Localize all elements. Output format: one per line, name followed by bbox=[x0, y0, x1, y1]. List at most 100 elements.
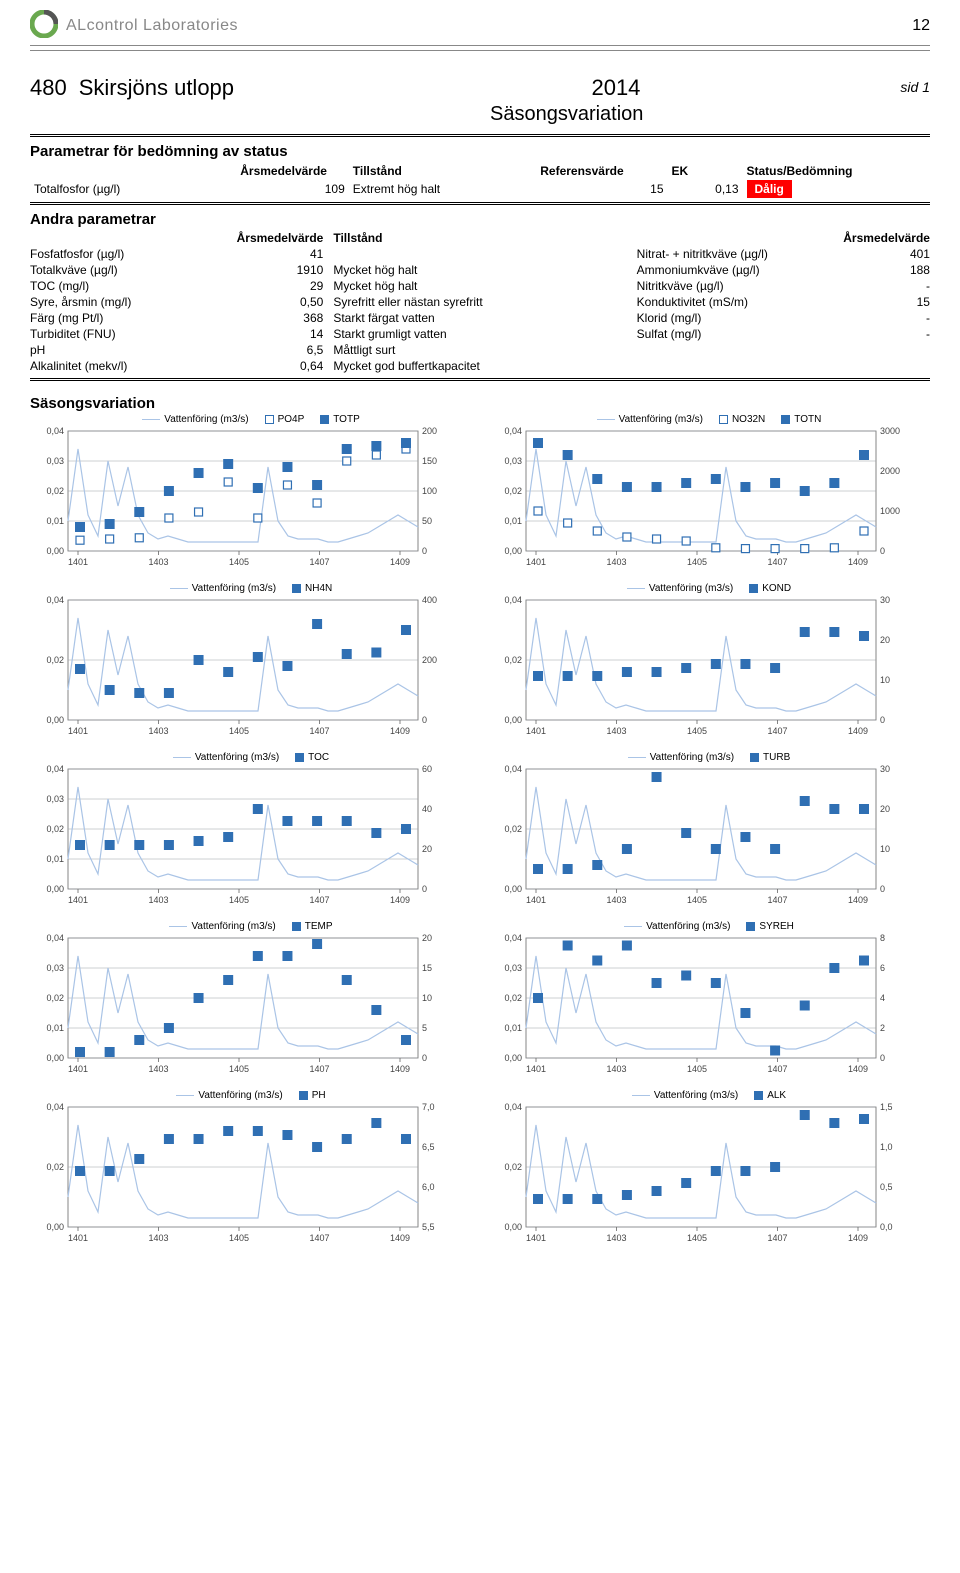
charts-title: Säsongsvariation bbox=[30, 395, 930, 412]
svg-text:1409: 1409 bbox=[390, 1233, 410, 1243]
station-name: Skirsjöns utlopp bbox=[79, 75, 234, 101]
col-arsmedel: Årsmedelvärde bbox=[236, 162, 349, 180]
svg-text:1409: 1409 bbox=[848, 557, 868, 567]
param-val: 15 bbox=[917, 295, 930, 309]
table-row: Fosfatfosfor (µg/l)41 bbox=[30, 246, 323, 262]
svg-text:2: 2 bbox=[880, 1023, 885, 1033]
svg-text:1403: 1403 bbox=[606, 557, 626, 567]
chart-svg: 0,000,020,04010203014011403140514071409 bbox=[488, 596, 908, 746]
svg-text:1405: 1405 bbox=[229, 895, 249, 905]
param-label: Nitrat- + nitritkväve (µg/l) bbox=[637, 247, 768, 261]
param-tillstand bbox=[333, 247, 336, 261]
chart-svg: 0,000,010,020,030,0402468140114031405140… bbox=[488, 934, 908, 1084]
svg-text:0,04: 0,04 bbox=[46, 427, 64, 436]
svg-text:0,00: 0,00 bbox=[46, 884, 64, 894]
table-row: Mycket hög halt bbox=[333, 262, 626, 278]
svg-text:0,00: 0,00 bbox=[46, 1222, 64, 1232]
svg-text:1407: 1407 bbox=[309, 557, 329, 567]
table-row bbox=[333, 246, 626, 262]
chart: Vattenföring (m3/s)TOC0,000,010,020,030,… bbox=[30, 752, 472, 915]
svg-text:1000: 1000 bbox=[880, 506, 900, 516]
svg-text:200: 200 bbox=[422, 427, 437, 436]
param-tillstand: Syrefritt eller nästan syrefritt bbox=[333, 295, 482, 309]
chart: Vattenföring (m3/s)ALK0,000,020,040,00,5… bbox=[488, 1090, 930, 1253]
param-tillstand: Mycket hög halt bbox=[333, 279, 417, 293]
param-label: Turbiditet (FNU) bbox=[30, 327, 116, 341]
svg-text:0,04: 0,04 bbox=[46, 934, 64, 943]
param-label: Alkalinitet (mekv/l) bbox=[30, 359, 127, 373]
mid-col-header: Tillstånd bbox=[333, 231, 382, 245]
table-row: Klorid (mg/l)- bbox=[637, 310, 930, 326]
param-tillstand: Måttligt surt bbox=[333, 343, 395, 357]
svg-text:1401: 1401 bbox=[526, 1233, 546, 1243]
chart-legend: Vattenföring (m3/s)SYREH bbox=[488, 921, 930, 932]
svg-text:0,02: 0,02 bbox=[46, 993, 64, 1003]
legend-item: Vattenföring (m3/s) bbox=[142, 414, 248, 425]
legend-item: Vattenföring (m3/s) bbox=[627, 583, 733, 594]
param-status: Dålig bbox=[743, 180, 931, 198]
table-row: Ammoniumkväve (µg/l)188 bbox=[637, 262, 930, 278]
svg-text:1405: 1405 bbox=[229, 1233, 249, 1243]
param-val: - bbox=[926, 279, 930, 293]
legend-item: Vattenföring (m3/s) bbox=[169, 921, 275, 932]
param-label: Nitritkväve (µg/l) bbox=[637, 279, 724, 293]
svg-text:1405: 1405 bbox=[687, 557, 707, 567]
params-table: Årsmedelvärde Tillstånd Referensvärde EK… bbox=[30, 162, 930, 198]
param-label: pH bbox=[30, 343, 45, 357]
legend-item: TOC bbox=[295, 752, 329, 763]
page-number: 12 bbox=[912, 17, 930, 35]
legend-item: Vattenföring (m3/s) bbox=[632, 1090, 738, 1101]
station-code: 480 bbox=[30, 75, 67, 101]
svg-text:1409: 1409 bbox=[390, 726, 410, 736]
svg-text:1405: 1405 bbox=[229, 1064, 249, 1074]
svg-text:20: 20 bbox=[880, 804, 890, 814]
svg-text:1403: 1403 bbox=[148, 1233, 168, 1243]
table-row: Turbiditet (FNU)14 bbox=[30, 326, 323, 342]
double-rule bbox=[30, 378, 930, 381]
svg-text:1405: 1405 bbox=[229, 726, 249, 736]
svg-text:1403: 1403 bbox=[148, 895, 168, 905]
param-val: 41 bbox=[310, 247, 323, 261]
svg-text:1401: 1401 bbox=[68, 1233, 88, 1243]
svg-text:0,02: 0,02 bbox=[504, 824, 522, 834]
param-label: Klorid (mg/l) bbox=[637, 311, 702, 325]
table-row: TOC (mg/l)29 bbox=[30, 278, 323, 294]
svg-text:0: 0 bbox=[880, 715, 885, 725]
chart-legend: Vattenföring (m3/s)TOC bbox=[30, 752, 472, 763]
chart: Vattenföring (m3/s)TURB0,000,020,0401020… bbox=[488, 752, 930, 915]
param-val: - bbox=[926, 327, 930, 341]
svg-text:1409: 1409 bbox=[848, 1064, 868, 1074]
svg-text:100: 100 bbox=[422, 486, 437, 496]
table-row: Nitrat- + nitritkväve (µg/l)401 bbox=[637, 246, 930, 262]
legend-item: NH4N bbox=[292, 583, 332, 594]
chart: Vattenföring (m3/s)NO32NTOTN0,000,010,02… bbox=[488, 414, 930, 577]
svg-text:0,02: 0,02 bbox=[46, 655, 64, 665]
svg-text:1403: 1403 bbox=[606, 726, 626, 736]
chart-legend: Vattenföring (m3/s)PO4PTOTP bbox=[30, 414, 472, 425]
svg-text:0,0: 0,0 bbox=[880, 1222, 893, 1232]
svg-text:10: 10 bbox=[422, 993, 432, 1003]
table-row: Alkalinitet (mekv/l)0,64 bbox=[30, 358, 323, 374]
svg-text:1407: 1407 bbox=[767, 895, 787, 905]
param-label: Färg (mg Pt/l) bbox=[30, 311, 103, 325]
svg-text:1409: 1409 bbox=[390, 557, 410, 567]
chart-svg: 0,000,010,020,030,0401000200030001401140… bbox=[488, 427, 908, 577]
svg-text:0,01: 0,01 bbox=[46, 1023, 64, 1033]
svg-text:0,02: 0,02 bbox=[504, 1162, 522, 1172]
svg-text:0,03: 0,03 bbox=[46, 963, 64, 973]
station-block: 480 Skirsjöns utlopp 2014 Säsongsvariati… bbox=[30, 75, 930, 130]
param-label: Syre, årsmin (mg/l) bbox=[30, 295, 131, 309]
svg-text:0,04: 0,04 bbox=[46, 1103, 64, 1112]
svg-text:1403: 1403 bbox=[606, 1233, 626, 1243]
double-rule bbox=[30, 202, 930, 205]
table-row: Sulfat (mg/l)- bbox=[637, 326, 930, 342]
svg-text:0,5: 0,5 bbox=[880, 1182, 893, 1192]
divider bbox=[30, 50, 930, 51]
param-ref: 15 bbox=[536, 180, 667, 198]
legend-item: Vattenföring (m3/s) bbox=[597, 414, 703, 425]
svg-text:0: 0 bbox=[880, 1053, 885, 1063]
chart: Vattenföring (m3/s)TEMP0,000,010,020,030… bbox=[30, 921, 472, 1084]
table-row: Konduktivitet (mS/m)15 bbox=[637, 294, 930, 310]
svg-text:1405: 1405 bbox=[229, 557, 249, 567]
year: 2014 bbox=[591, 75, 640, 101]
